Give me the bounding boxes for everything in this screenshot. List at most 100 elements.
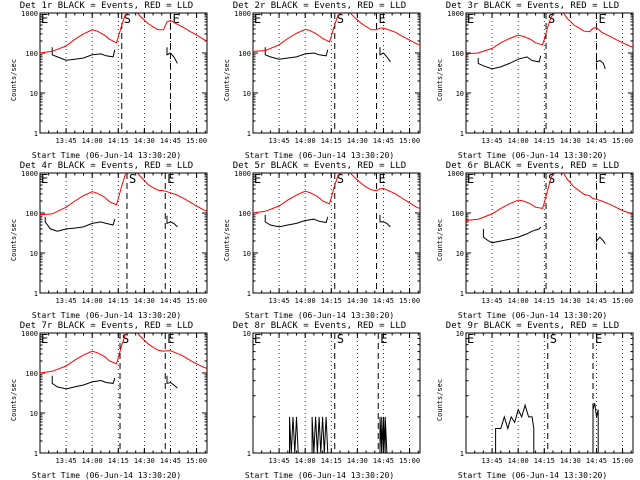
x-tick-label: 15:00 [186,457,207,465]
marker-label: E [41,12,48,26]
y-tick-label: 10 [243,250,251,258]
x-tick-label: 14:15 [108,457,129,465]
lightcurve-plot: 1 10 100 1000 13:45 14:00 14:15 14:30 14:45 15:00… [21,10,208,145]
data-series-group [495,403,599,453]
lld-curve [253,13,342,52]
lightcurve-plot: 1 10 100 1000 13:45 14:00 14:15 14:30 14:45 15:00… [234,170,421,305]
y-tick-label: 100 [25,50,38,58]
x-tick-label: 14:30 [134,457,155,465]
x-tick-label: 13:45 [56,457,77,465]
x-tick-label: 14:45 [160,137,181,145]
marker-label: E [41,172,48,186]
y-tick-label: 1 [34,450,38,458]
events-curve [311,416,329,453]
x-axis-title: Start Time (06-Jun-14 13:30:20) [31,471,182,480]
marker-label: E [595,332,602,346]
y-tick-label: 10 [30,90,38,98]
x-tick-label: 14:00 [295,137,316,145]
x-axis-title: Start Time (06-Jun-14 13:30:20) [457,151,608,160]
x-tick-label: 13:45 [56,137,77,145]
events-curve [596,233,606,245]
data-series-group [466,13,633,70]
detector-panel-6: 1 10 100 1000 13:45 14:00 14:15 14:30 14:45 15:00… [426,160,639,320]
y-axis-title: Counts/sec [223,58,231,102]
x-tick-label: 13:45 [269,457,290,465]
x-tick-label: 14:45 [586,137,607,145]
x-axis-title: Start Time (06-Jun-14 13:30:20) [31,151,182,160]
y-tick-label: 100 [451,210,464,218]
marker-label: S [548,12,555,26]
y-tick-label: 100 [238,50,251,58]
events-curve [166,47,178,64]
x-tick-label: 14:45 [160,457,181,465]
marker-label: E [467,12,474,26]
lld-curve [137,333,207,369]
y-tick-label: 1000 [447,170,464,178]
plot-frame [465,332,634,454]
y-tick-label: 10 [30,410,38,418]
panel-title: Det 9r BLACK = Events, RED = LLD [445,321,620,331]
y-tick-label: 1 [247,290,251,298]
lld-curve [40,173,129,216]
y-tick-label: 1000 [21,10,38,18]
detector-panel-5: 1 10 100 1000 13:45 14:00 14:15 14:30 14:45 15:00… [213,160,426,320]
y-tick-label: 1 [34,130,38,138]
events-curve [379,416,388,453]
lightcurve-plot: 1 10 100 1000 13:45 14:00 14:15 14:30 14:45 15:00… [447,10,634,145]
panel-title: Det 5r BLACK = Events, RED = LLD [232,161,407,171]
x-tick-label: 14:30 [560,297,581,305]
y-tick-label: 10 [456,90,464,98]
lightcurve-plot: 1 10 13:45 14:00 14:15 14:30 14:45 15:00 E S E [243,330,421,465]
marker-label: E [172,12,179,26]
x-tick-label: 14:30 [347,137,368,145]
marker-label: E [467,172,474,186]
y-axis-title: Counts/sec [10,218,18,262]
detector-panel-7: 1 10 100 1000 13:45 14:00 14:15 14:30 14:45 15:00… [0,320,213,480]
panel-title: Det 3r BLACK = Events, RED = LLD [445,1,620,11]
x-tick-label: 15:00 [186,297,207,305]
x-tick-label: 14:45 [373,457,394,465]
events-curve [264,214,329,228]
marker-label: E [167,172,174,186]
panel-title: Det 2r BLACK = Events, RED = LLD [232,1,407,11]
y-tick-label: 1 [34,290,38,298]
x-tick-label: 13:45 [482,457,503,465]
x-tick-label: 14:15 [321,457,342,465]
y-axis-title: Counts/sec [223,218,231,262]
y-tick-label: 10 [456,250,464,258]
y-axis-title: Counts/sec [436,58,444,102]
lld-curve [137,13,207,42]
plot-frame [39,332,208,454]
data-series-group [40,173,207,232]
x-tick-label: 14:00 [82,297,103,305]
x-axis-title: Start Time (06-Jun-14 13:30:20) [457,311,608,320]
marker-label: S [124,12,131,26]
y-tick-label: 1000 [21,170,38,178]
marker-label: E [467,332,474,346]
y-tick-label: 1 [460,290,464,298]
data-series-group [289,416,388,453]
y-tick-label: 100 [25,210,38,218]
x-tick-label: 14:15 [534,297,555,305]
x-axis-title: Start Time (06-Jun-14 13:30:20) [244,311,395,320]
marker-label: S [337,172,344,186]
x-tick-label: 14:30 [560,457,581,465]
marker-label: E [254,12,261,26]
events-curve [166,375,178,389]
events-curve [51,375,116,390]
marker-label: E [167,332,174,346]
marker-label: S [337,332,344,346]
y-tick-label: 10 [456,330,464,338]
lld-curve [466,173,556,221]
marker-label: S [122,332,129,346]
events-curve [482,226,542,244]
marker-label: E [379,12,386,26]
data-series-group [253,13,420,63]
lld-curve [137,173,207,212]
x-tick-label: 14:45 [160,297,181,305]
x-tick-label: 14:30 [347,457,368,465]
lightcurve-plot: 1 10 100 1000 13:45 14:00 14:15 14:30 14:45 15:00… [447,170,634,305]
x-axis-title: Start Time (06-Jun-14 13:30:20) [31,311,182,320]
data-series-group [253,173,420,228]
